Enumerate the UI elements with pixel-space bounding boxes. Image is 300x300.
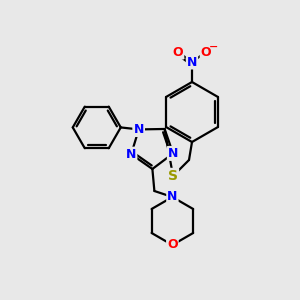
Text: N: N <box>126 148 136 161</box>
Text: N: N <box>167 190 178 203</box>
Text: N: N <box>134 123 144 136</box>
Text: N: N <box>187 56 197 68</box>
Text: −: − <box>209 42 219 52</box>
Text: N: N <box>168 147 178 160</box>
Text: O: O <box>167 238 178 251</box>
Text: S: S <box>168 169 178 183</box>
Text: S: S <box>168 169 178 183</box>
Text: O: O <box>173 46 183 59</box>
Text: O: O <box>201 46 211 59</box>
Text: N: N <box>134 123 144 136</box>
